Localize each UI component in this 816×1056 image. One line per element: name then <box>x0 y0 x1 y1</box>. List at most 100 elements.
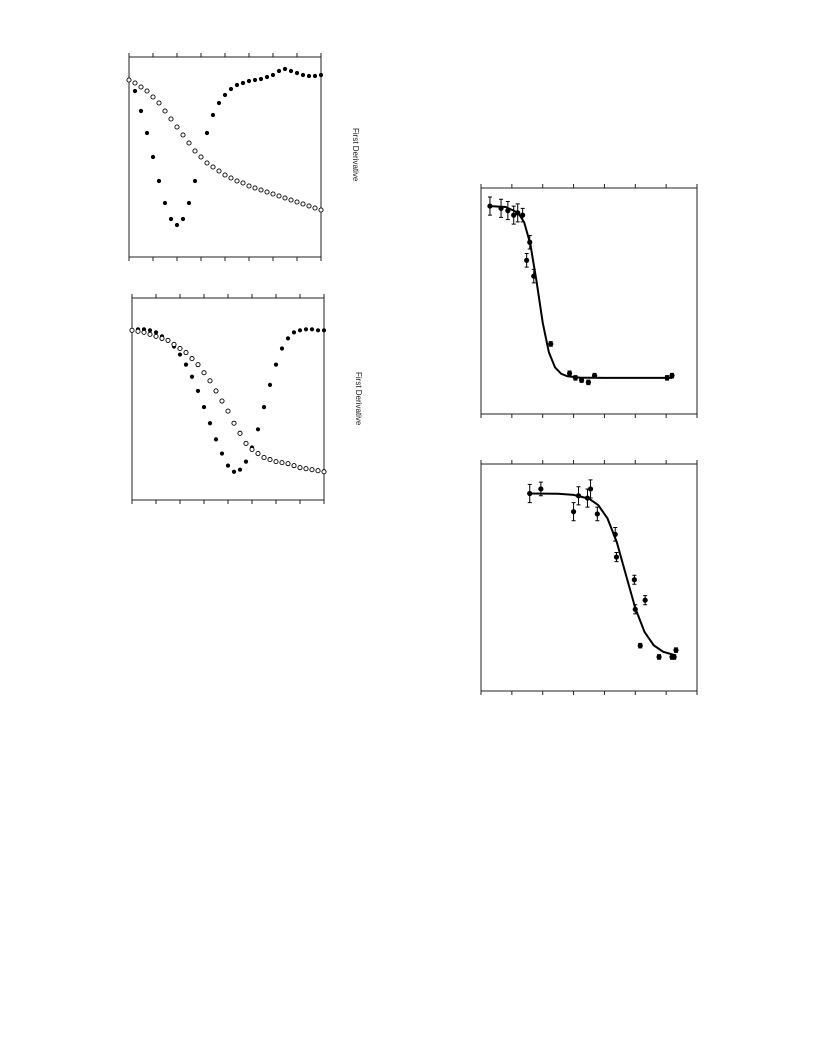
data-point <box>171 341 177 348</box>
data-point <box>177 345 183 352</box>
data-point <box>258 187 264 193</box>
data-point <box>225 408 231 414</box>
data-point <box>243 459 249 464</box>
data-point <box>153 330 159 335</box>
data-point <box>225 463 231 468</box>
data-point <box>204 130 210 136</box>
data-point <box>141 329 147 335</box>
data-point <box>312 205 318 211</box>
data-point <box>207 378 213 384</box>
data-point <box>318 207 324 213</box>
data-point <box>228 175 234 181</box>
data-point <box>282 195 288 201</box>
data-point <box>201 370 207 376</box>
data-point <box>285 461 291 467</box>
data-point <box>210 112 216 118</box>
data-point <box>570 509 577 515</box>
data-point <box>210 164 216 170</box>
fit-curve <box>527 492 676 657</box>
data-point <box>126 77 132 83</box>
data-point <box>129 327 135 333</box>
data-point <box>270 191 276 197</box>
data-point <box>291 330 297 335</box>
data-point <box>585 379 591 385</box>
data-point <box>132 88 138 94</box>
data-point <box>180 132 186 138</box>
data-point <box>189 374 195 379</box>
plot-frame <box>480 463 698 692</box>
data-point <box>315 328 321 333</box>
data-point <box>147 331 153 337</box>
data-point <box>246 183 252 189</box>
data-point <box>487 203 493 209</box>
data-point <box>279 346 285 351</box>
data-point <box>321 469 327 475</box>
data-point <box>159 335 165 341</box>
data-point <box>216 168 222 174</box>
data-point <box>243 440 249 446</box>
data-point <box>240 180 246 186</box>
data-point <box>297 465 303 471</box>
data-point <box>219 398 225 404</box>
data-point <box>168 216 174 222</box>
data-point <box>222 172 228 178</box>
data-point <box>303 466 309 472</box>
data-point <box>195 388 201 394</box>
data-point <box>219 451 225 456</box>
data-point <box>631 577 637 583</box>
data-point <box>132 80 138 86</box>
data-point <box>234 178 240 184</box>
plot-frame <box>131 297 325 501</box>
data-point <box>144 130 150 136</box>
data-point <box>162 200 168 206</box>
data-point <box>150 94 156 100</box>
data-point <box>150 154 156 160</box>
data-point <box>300 201 306 207</box>
data-point <box>246 78 252 84</box>
y-axis-label: First Derivative <box>351 128 360 182</box>
plot <box>480 460 698 695</box>
data-point <box>613 554 620 560</box>
data-point <box>548 341 554 347</box>
data-point <box>255 427 261 432</box>
data-point <box>252 77 258 83</box>
data-point <box>276 193 282 199</box>
data-point <box>306 73 312 79</box>
data-point <box>297 328 303 333</box>
data-point <box>198 154 204 160</box>
data-point <box>240 80 246 86</box>
fit-curve <box>490 205 673 379</box>
data-point <box>156 178 162 184</box>
data-point <box>587 486 594 492</box>
data-point <box>309 467 315 473</box>
data-point <box>303 327 309 332</box>
data-point <box>156 100 162 106</box>
data-point <box>252 185 258 191</box>
data-point <box>637 643 643 649</box>
data-point <box>144 88 150 94</box>
data-point <box>294 70 300 76</box>
data-point <box>177 352 183 357</box>
data-point <box>213 388 219 394</box>
data-point <box>186 200 192 206</box>
data-point <box>189 356 195 362</box>
data-point <box>566 370 573 376</box>
data-point <box>264 74 270 80</box>
data-point <box>594 511 600 517</box>
data-point <box>538 486 544 492</box>
data-point <box>294 199 300 205</box>
data-point <box>138 108 144 114</box>
data-point <box>234 82 240 88</box>
data-point <box>642 597 648 603</box>
data-point <box>183 349 189 356</box>
data-point <box>174 222 180 228</box>
data-point <box>168 116 174 122</box>
data-point <box>288 197 294 203</box>
data-point <box>237 467 243 472</box>
data-point <box>231 469 237 474</box>
data-point <box>315 468 321 474</box>
data-point <box>201 404 207 410</box>
data-point <box>237 430 243 436</box>
data-point <box>511 212 517 218</box>
